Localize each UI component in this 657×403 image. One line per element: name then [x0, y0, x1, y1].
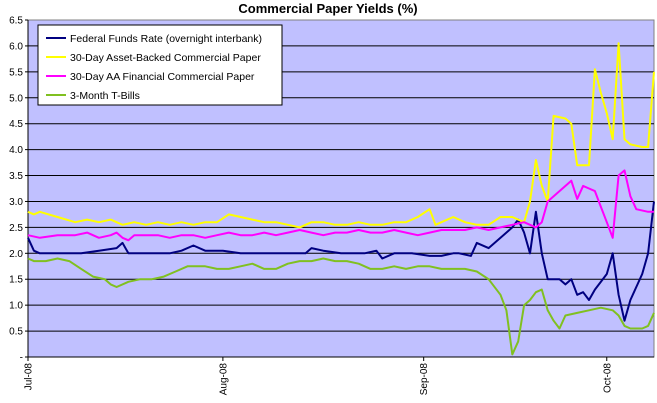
- x-axis-ticks: Jul-08 Aug-08 Sep-08 Oct-08: [24, 357, 613, 396]
- series-line: [27, 201, 655, 322]
- legend-entry: 3-Month T-Bills: [70, 90, 140, 102]
- y-tick-label: 5.0: [9, 93, 23, 104]
- y-tick-label: 6.5: [9, 16, 23, 27]
- legend: Federal Funds Rate (overnight interbank)…: [37, 24, 283, 106]
- series-line: [27, 257, 655, 356]
- y-tick-label: 1.0: [9, 301, 23, 312]
- axes: [27, 20, 654, 358]
- series-line: [27, 169, 654, 242]
- y-axis-ticks: - 0.5 1.0 1.5 2.0 2.5 3.0 3.5 4.0 4.5 5.0 5.5 6.0 6.5: [9, 16, 28, 364]
- y-tick-label: 1.5: [9, 275, 23, 286]
- y-tick-label: 3.0: [9, 197, 23, 208]
- x-tick-label: Jul-08: [24, 363, 35, 391]
- series-lines: [27, 42, 655, 356]
- y-tick-label: 2.5: [9, 223, 23, 234]
- y-tick-label: 2.0: [9, 249, 23, 260]
- chart-title: Commercial Paper Yields (%): [238, 1, 417, 16]
- y-tick-label: 5.5: [9, 67, 23, 78]
- y-tick-label: 0.5: [9, 327, 23, 338]
- y-tick-label: 6.0: [9, 41, 23, 52]
- legend-entry: 30-Day AA Financial Commercial Paper: [70, 71, 255, 83]
- y-tick-label: 4.5: [9, 119, 23, 130]
- y-tick-label: -: [20, 353, 23, 364]
- legend-box: [37, 24, 283, 106]
- y-tick-label: 4.0: [9, 145, 23, 156]
- x-tick-label: Oct-08: [602, 363, 613, 393]
- x-tick-label: Sep-08: [419, 363, 430, 396]
- series-line: [27, 42, 655, 229]
- legend-entry: 30-Day Asset-Backed Commercial Paper: [70, 52, 261, 64]
- legend-entry: Federal Funds Rate (overnight interbank): [70, 33, 262, 45]
- x-tick-label: Aug-08: [218, 363, 229, 396]
- y-tick-label: 3.5: [9, 171, 23, 182]
